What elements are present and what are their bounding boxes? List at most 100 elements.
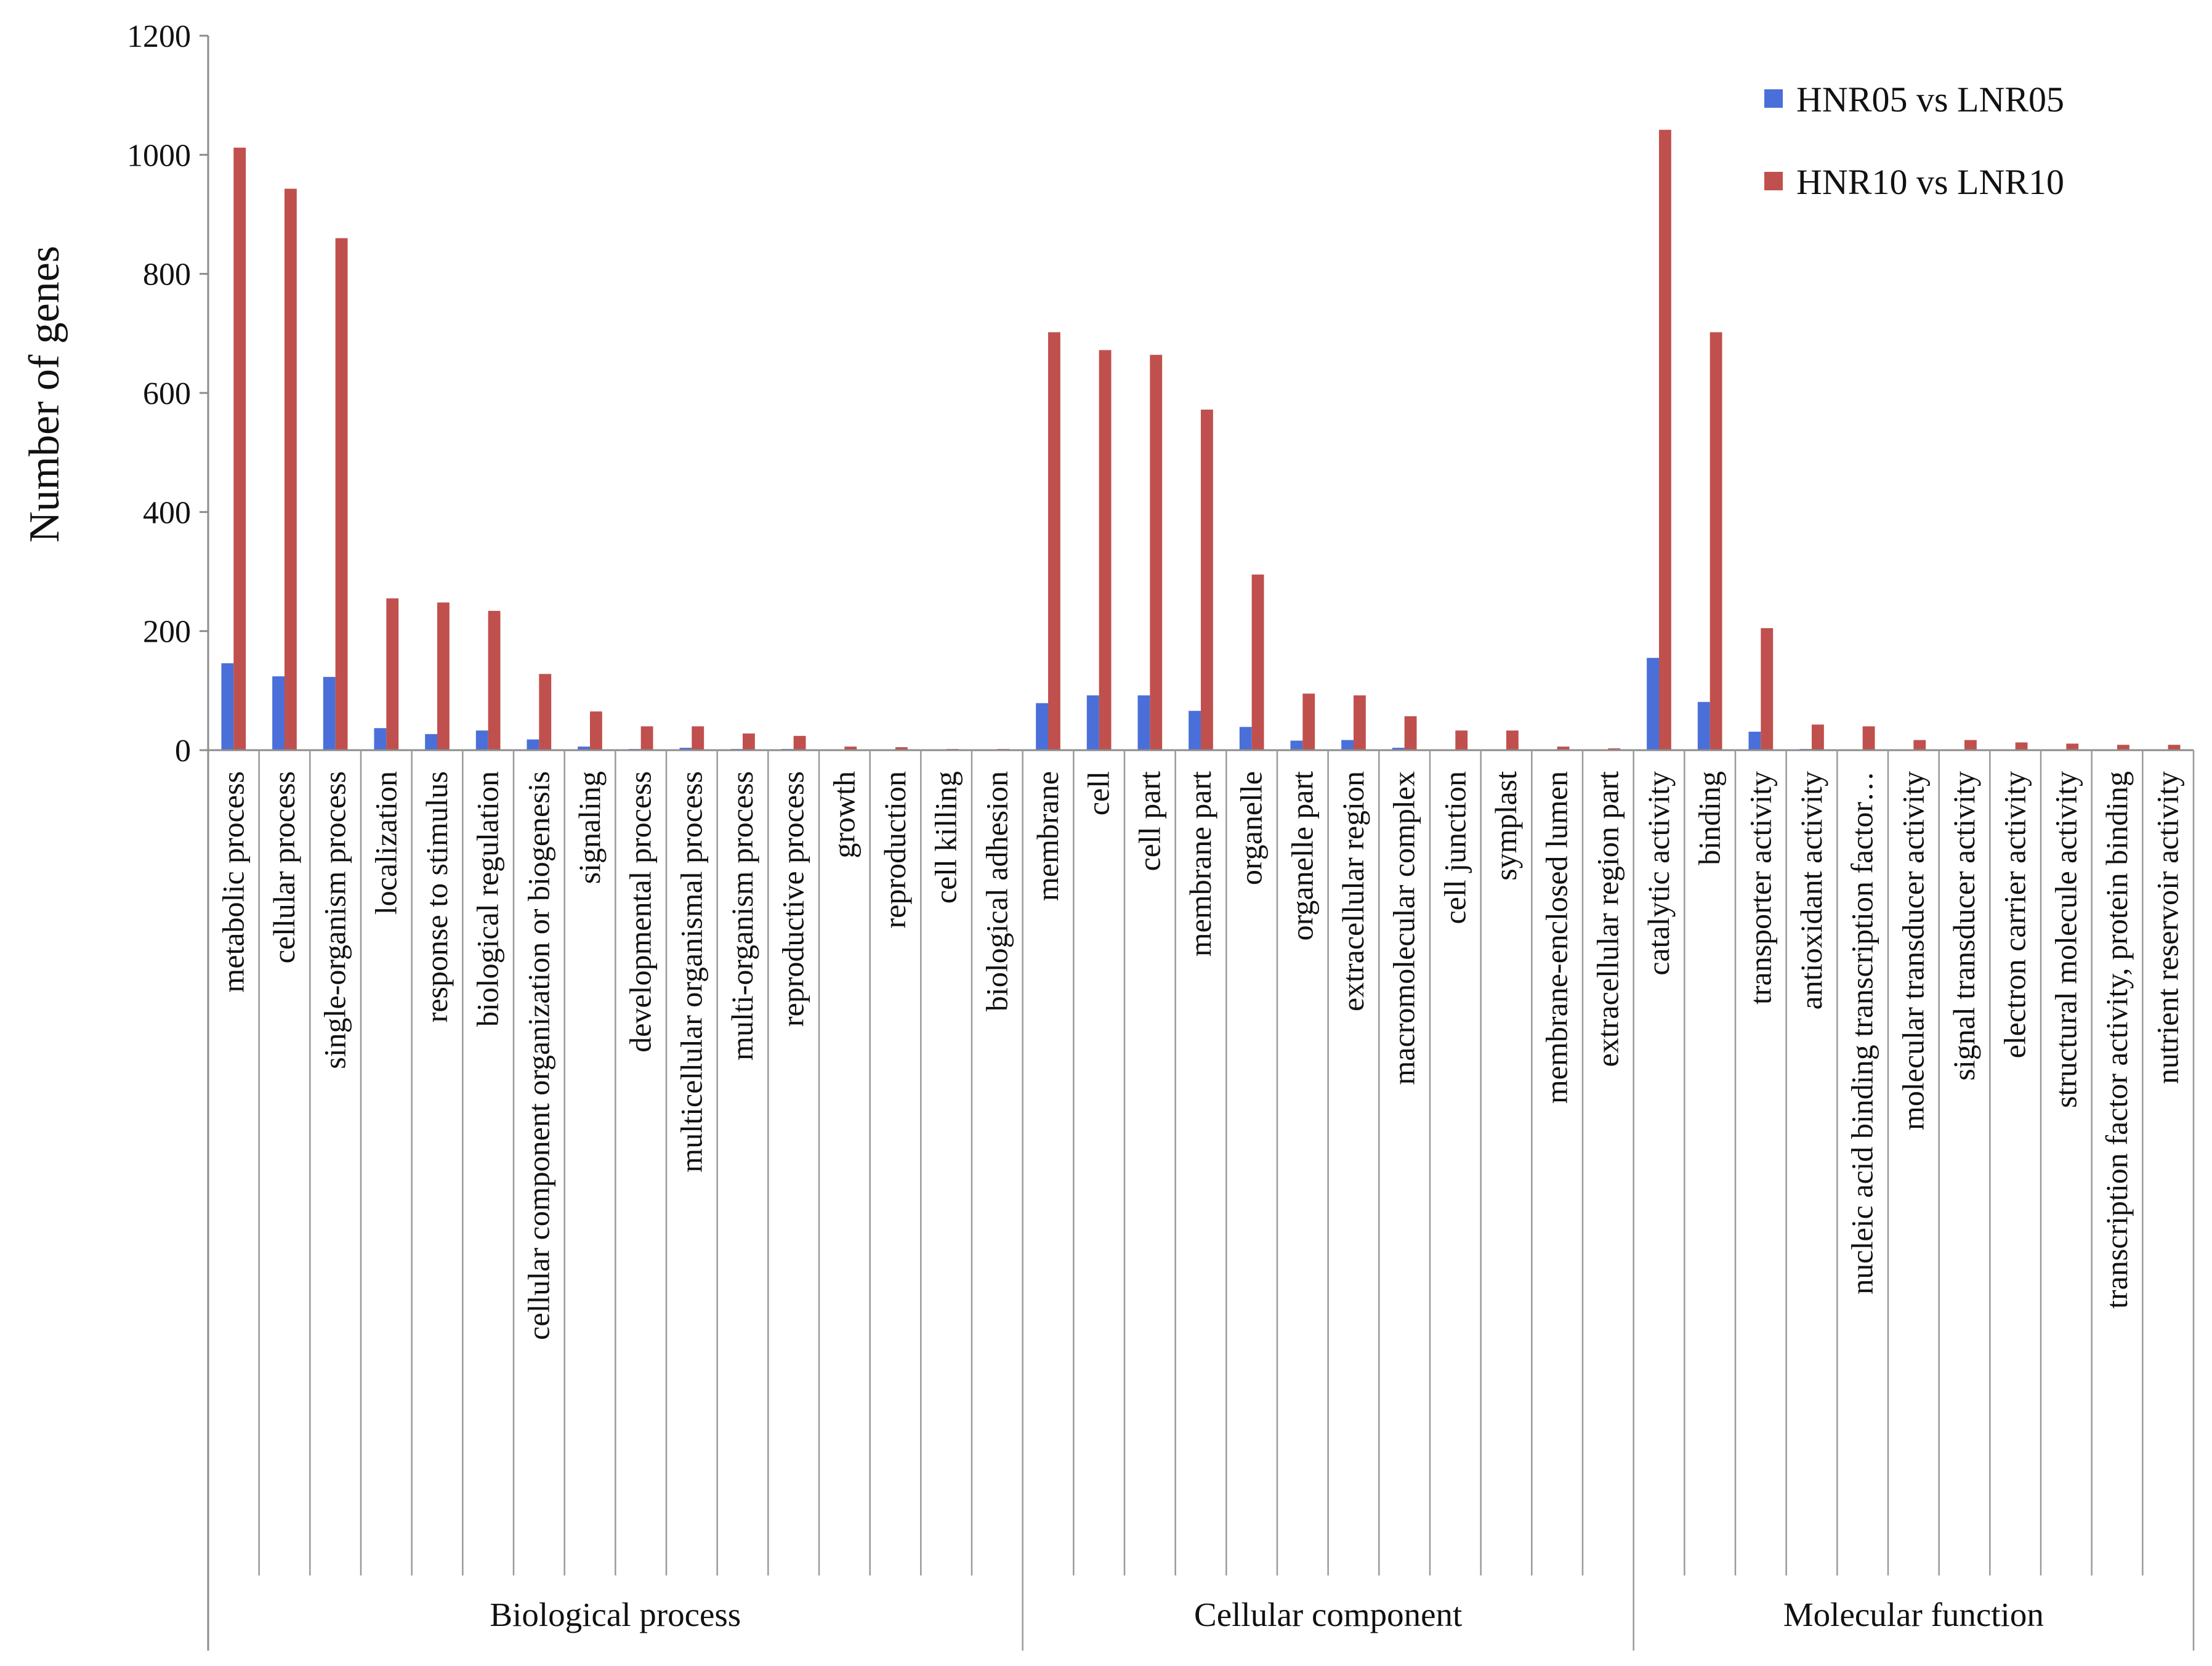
bar-hnr05: [1086, 695, 1099, 750]
y-tick-label: 800: [143, 257, 191, 293]
bar-hnr10: [1201, 410, 1213, 750]
x-category-label: electron carrier activity: [1998, 771, 2032, 1058]
bar-hnr05: [1647, 658, 1659, 750]
bar-hnr05: [425, 734, 437, 750]
x-category-label: cellular process: [267, 771, 301, 963]
bar-hnr10: [2168, 745, 2181, 750]
x-category-label: signaling: [572, 771, 607, 884]
bar-hnr10: [1761, 628, 1774, 750]
y-tick-label: 0: [175, 734, 191, 769]
x-category-label: membrane-enclosed lumen: [1540, 771, 1574, 1104]
bar-hnr05: [527, 739, 539, 750]
y-tick-label: 400: [143, 495, 191, 530]
y-tick-label: 1000: [127, 138, 191, 173]
bar-hnr05: [1392, 748, 1405, 750]
bar-hnr05: [221, 663, 234, 750]
x-category-label: cell junction: [1437, 771, 1472, 924]
x-category-label: symplast: [1488, 771, 1523, 881]
x-category-label: nutrient reservoir activity: [2150, 771, 2185, 1084]
y-axis-title: Number of genes: [21, 246, 68, 543]
bar-hnr10: [233, 147, 246, 751]
bar-hnr10: [2066, 743, 2079, 750]
bar-hnr05: [1137, 695, 1150, 750]
x-category-label: reproduction: [878, 771, 912, 928]
bar-hnr10: [1812, 724, 1824, 750]
bar-hnr10: [539, 674, 552, 750]
legend-swatch-hnr10: [1764, 172, 1783, 190]
bar-hnr10: [1862, 726, 1875, 750]
x-group-label: Cellular component: [1194, 1596, 1462, 1633]
x-category-label: transcription factor activity, protein b…: [2099, 771, 2134, 1309]
bar-hnr05: [1748, 732, 1761, 750]
bar-hnr10: [1455, 730, 1468, 750]
x-group-label: Molecular function: [1783, 1596, 2044, 1633]
legend-swatch-hnr05: [1764, 89, 1783, 108]
x-category-label: nucleic acid binding transcription facto…: [1845, 771, 1879, 1295]
x-category-label: cell killing: [929, 771, 963, 904]
bar-hnr10: [1404, 716, 1417, 750]
legend: HNR05 vs LNR05 HNR10 vs LNR10: [1764, 79, 2064, 202]
axes-layer: [200, 34, 2195, 1651]
bar-hnr10: [1964, 740, 1977, 750]
x-category-label: multicellular organismal process: [674, 771, 708, 1173]
x-category-label: antioxidant activity: [1794, 771, 1828, 1009]
bar-hnr05: [1290, 740, 1303, 750]
bar-hnr10: [590, 711, 602, 750]
bar-hnr10: [1354, 695, 1366, 750]
bar-hnr05: [1189, 711, 1201, 750]
y-tick-label: 200: [143, 615, 191, 650]
bar-hnr10: [692, 726, 704, 750]
bar-hnr10: [335, 238, 348, 750]
x-category-label: extracellular region part: [1590, 771, 1625, 1067]
bar-hnr05: [272, 676, 285, 750]
x-category-label: membrane: [1030, 771, 1065, 901]
legend-label-hnr10: HNR10 vs LNR10: [1796, 162, 2064, 202]
bar-hnr10: [895, 747, 908, 750]
x-category-label: organelle part: [1285, 771, 1319, 940]
bar-hnr10: [2117, 745, 2129, 750]
bar-hnr05: [1341, 740, 1354, 750]
bar-hnr05: [1036, 703, 1048, 750]
bar-layer: [221, 129, 2181, 751]
bar-hnr05: [475, 730, 488, 750]
bar-hnr10: [2015, 742, 2028, 750]
bar-hnr10: [1506, 730, 1519, 750]
x-category-label: cell: [1081, 771, 1116, 815]
bar-hnr10: [793, 735, 806, 750]
x-category-label: signal transducer activity: [1947, 771, 1981, 1081]
x-category-label: catalytic activity: [1641, 771, 1676, 976]
x-category-label: structural molecule activity: [2048, 771, 2083, 1108]
x-category-label: macromolecular complex: [1387, 771, 1421, 1085]
bar-hnr10: [1099, 350, 1112, 750]
x-category-label: molecular transducer activity: [1895, 771, 1930, 1130]
bar-hnr05: [374, 728, 387, 750]
bar-hnr10: [1709, 332, 1722, 750]
x-category-label: transporter activity: [1743, 771, 1777, 1005]
bar-hnr05: [1239, 727, 1252, 750]
x-category-label: multi-organism process: [725, 771, 759, 1061]
x-category-label: metabolic process: [216, 771, 250, 993]
label-layer: 0 200 400 600 800 1000 1200 metabolic process ce…: [127, 19, 2185, 1633]
legend-label-hnr05: HNR05 vs LNR05: [1796, 79, 2064, 119]
bar-hnr10: [1150, 355, 1163, 750]
x-category-label: response to stimulus: [419, 771, 454, 1022]
y-tick-label: 600: [143, 376, 191, 411]
x-category-label: membrane part: [1183, 771, 1217, 956]
bar-hnr05: [323, 677, 336, 750]
x-category-label: cell part: [1132, 771, 1166, 871]
bar-hnr10: [1302, 693, 1315, 750]
bar-hnr10: [844, 746, 857, 750]
x-category-label: developmental process: [623, 771, 658, 1053]
bar-hnr10: [1913, 740, 1926, 750]
x-category-label: biological adhesion: [979, 771, 1014, 1011]
bar-hnr10: [1557, 746, 1570, 750]
x-category-label: organelle: [1234, 771, 1269, 885]
x-category-label: cellular component organization or bioge…: [521, 771, 555, 1340]
bar-hnr10: [1048, 332, 1060, 750]
bar-hnr10: [640, 726, 653, 750]
x-category-label: reproductive process: [776, 771, 810, 1027]
bar-hnr10: [488, 610, 501, 750]
bar-hnr10: [743, 733, 755, 750]
